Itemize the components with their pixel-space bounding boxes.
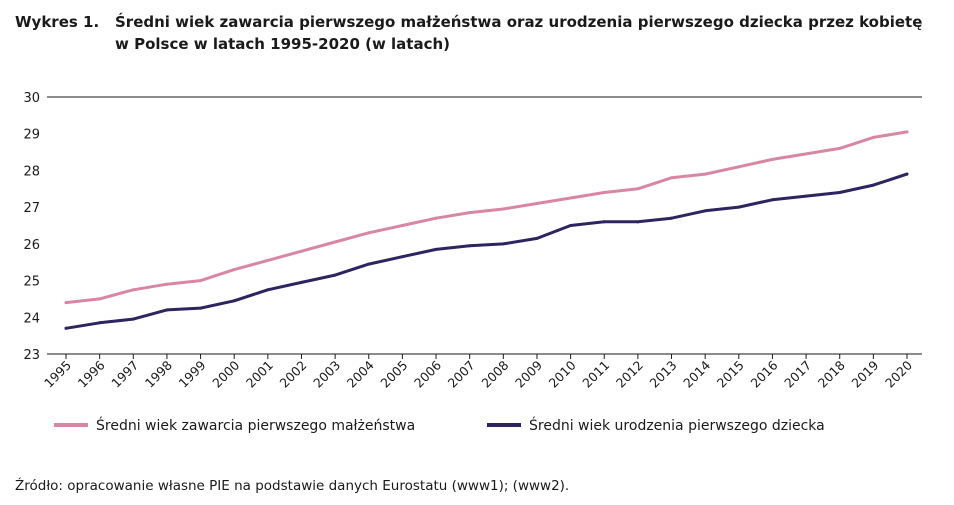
x-tick-label: 1997	[108, 358, 141, 391]
series-2-point	[535, 236, 539, 240]
x-tick-label: 2011	[579, 358, 612, 391]
x-tick-label: 2006	[411, 357, 444, 390]
series-2-point	[98, 321, 102, 325]
x-tick-label: 2003	[310, 358, 343, 391]
series-1-point	[266, 258, 270, 262]
x-tick-label: 2012	[613, 358, 646, 391]
figure-title: Średni wiek zawarcia pierwszego małżeńst…	[115, 13, 923, 53]
series-2-point	[165, 308, 169, 312]
series-1-point	[838, 146, 842, 150]
x-tick-label: 2002	[276, 358, 309, 391]
legend-label-2: Średni wiek urodzenia pierwszego dziecka	[529, 416, 825, 434]
x-tick-label: 2016	[747, 357, 780, 390]
x-tick-label: 2001	[243, 358, 276, 391]
series-2-point	[670, 216, 674, 220]
y-tick-label: 23	[23, 348, 40, 363]
series-2-point	[434, 247, 438, 251]
y-tick-label: 30	[23, 91, 40, 106]
series-2-point	[770, 198, 774, 202]
series-2-point	[131, 317, 135, 321]
series-2-point	[838, 190, 842, 194]
x-tick-label: 2004	[344, 357, 377, 390]
series-2-point	[333, 273, 337, 277]
series-1-point	[804, 152, 808, 156]
x-tick-label: 1996	[75, 357, 108, 390]
series-2-point	[636, 220, 640, 224]
x-tick-label: 2010	[546, 357, 579, 390]
x-tick-label: 2019	[848, 357, 881, 390]
x-tick-label: 2007	[445, 358, 478, 391]
series-1-point	[299, 249, 303, 253]
series-line-1	[64, 130, 909, 305]
series-2-point	[804, 194, 808, 198]
series-1-point	[770, 157, 774, 161]
x-tick-label: 2015	[714, 358, 747, 391]
series-1-point	[64, 301, 68, 305]
legend: Średni wiek zawarcia pierwszego małżeńst…	[54, 416, 825, 434]
series-lines	[64, 130, 909, 330]
series-line-2	[64, 172, 909, 330]
series-2-point	[871, 183, 875, 187]
x-tick-label: 1999	[176, 357, 209, 390]
series-1-point	[199, 279, 203, 283]
series-2-point	[299, 280, 303, 284]
y-tick-label: 29	[23, 128, 40, 143]
series-1-point	[602, 190, 606, 194]
figure-label: Wykres 1.	[15, 13, 100, 31]
x-axis: 1995 1996 1997 1998 1999 2000 2001 2002 2003 2004…	[41, 353, 922, 391]
series-1-point	[165, 282, 169, 286]
series-1-point	[434, 216, 438, 220]
y-axis: 23 24 25 26 27 28 29 30	[23, 91, 922, 363]
series-1-point	[905, 130, 909, 134]
series-1-point	[400, 224, 404, 227]
x-tick-label: 2020	[882, 357, 915, 390]
y-tick-label: 28	[23, 164, 40, 179]
y-tick-label: 24	[23, 311, 40, 326]
x-tick-label: 2018	[815, 357, 848, 390]
series-2-point	[602, 220, 606, 224]
series-1-point	[569, 196, 573, 200]
series-2-point	[737, 205, 741, 209]
series-2-point	[367, 262, 371, 266]
series-2-point	[468, 244, 472, 248]
x-tick-label: 2009	[512, 357, 545, 390]
series-2-point	[905, 172, 909, 176]
x-tick-label: 2014	[680, 357, 713, 390]
series-1-point	[131, 288, 135, 292]
y-tick-label: 26	[23, 238, 40, 253]
y-tick-label: 25	[23, 275, 40, 290]
series-2-point	[501, 242, 505, 246]
series-1-point	[501, 207, 505, 211]
x-tick-label: 2000	[209, 357, 242, 390]
series-1-point	[98, 297, 102, 301]
series-1-point	[367, 231, 371, 235]
series-1-point	[535, 201, 539, 205]
series-2-point	[199, 306, 203, 310]
series-1-point	[333, 240, 337, 244]
series-2-point	[64, 326, 68, 330]
x-tick-label: 2017	[781, 358, 814, 391]
y-tick-label: 27	[23, 201, 40, 216]
series-1-point	[468, 211, 472, 215]
series-1-point	[737, 165, 741, 169]
x-tick-label: 1995	[41, 358, 74, 391]
series-2-point	[400, 255, 404, 259]
x-tick-label: 2013	[647, 358, 680, 391]
x-tick-label: 2008	[478, 357, 511, 390]
series-2-point	[232, 299, 236, 303]
series-2-point	[703, 209, 707, 213]
series-1-point	[636, 187, 640, 191]
series-1-point	[670, 176, 674, 180]
series-2-point	[569, 224, 573, 227]
figure-source: Źródło: opracowanie własne PIE na podsta…	[15, 478, 570, 494]
series-1-point	[871, 135, 875, 139]
series-1-point	[703, 172, 707, 176]
x-tick-label: 2005	[377, 358, 410, 391]
legend-label-1: Średni wiek zawarcia pierwszego małżeńst…	[96, 416, 415, 434]
x-tick-label: 1998	[142, 357, 175, 390]
series-2-point	[266, 288, 270, 292]
series-1-point	[232, 268, 236, 272]
